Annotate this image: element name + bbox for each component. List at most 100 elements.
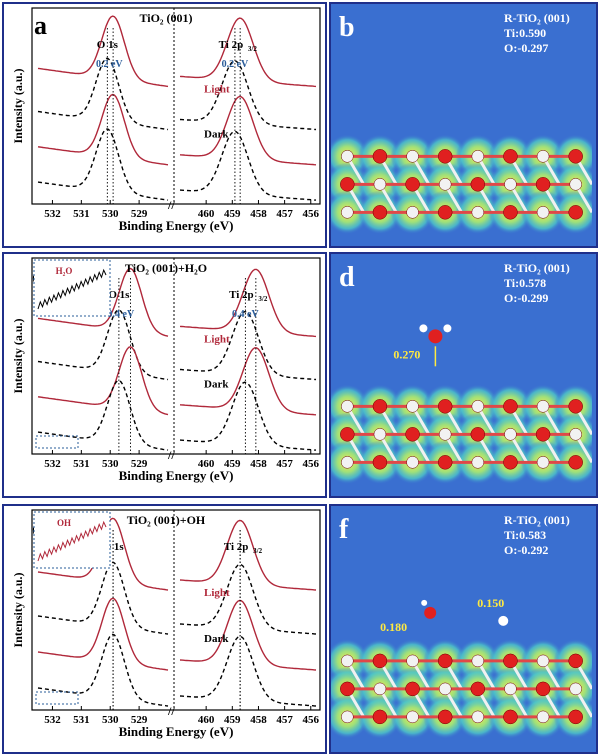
- dark-trace-o1s: [37, 379, 169, 451]
- ti-atom: [569, 682, 582, 696]
- o-atom: [372, 149, 388, 164]
- shift-label-ti2p: 0.4 eV: [232, 309, 259, 320]
- x-tick-label: 529: [131, 714, 148, 726]
- dark-label: Dark: [204, 633, 229, 645]
- ti-atom: [536, 654, 550, 668]
- water-hydrogen: [419, 324, 428, 333]
- axis-break-mark: //: [167, 198, 175, 212]
- x-tick-label: 529: [131, 458, 148, 470]
- inset-trace: [37, 268, 107, 310]
- ti-atom: [406, 400, 419, 413]
- ti-atom: [504, 682, 517, 696]
- x-tick-label: 458: [250, 208, 267, 220]
- o-atom: [470, 177, 486, 192]
- charge-transfer-label: 0.270: [393, 347, 420, 361]
- x-tick-label: 456: [303, 208, 320, 220]
- xps-panel-e: // 532 531 530 529 460 459 458 457 456 Binding Ene…: [2, 504, 327, 754]
- o-atom: [568, 455, 583, 470]
- x-tick-label: 457: [276, 714, 293, 726]
- o-atom: [470, 681, 486, 697]
- structure-name: R-TiO₂ (001): [504, 261, 570, 275]
- o-atom: [535, 427, 551, 442]
- dark-trace-o1s: [37, 309, 169, 381]
- ti2p-subscript: 3/2: [248, 45, 257, 53]
- ti-atom: [373, 428, 387, 441]
- x-tick-label: 456: [303, 458, 320, 470]
- ti-atom: [406, 150, 419, 163]
- ti-atom: [536, 400, 550, 413]
- lattice: [331, 134, 592, 235]
- inset-region-marker: [35, 435, 79, 449]
- ti-atom: [341, 400, 354, 413]
- ti-atom: [536, 456, 550, 469]
- o-atom: [372, 653, 388, 669]
- oh-hydrogen: [421, 599, 428, 606]
- x-tick-label: 531: [73, 208, 90, 220]
- o-atom: [503, 399, 518, 414]
- x-tick-label: 531: [73, 458, 90, 470]
- oh-oxygen: [424, 606, 437, 619]
- x-tick-label: 530: [102, 458, 119, 470]
- ti-atom: [373, 178, 387, 191]
- o-atom: [568, 205, 583, 220]
- ti-atom: [406, 456, 419, 469]
- light-trace-ti2p: [179, 17, 317, 88]
- o-atom: [503, 205, 518, 220]
- o-atom: [437, 149, 453, 164]
- light-label: Light: [204, 587, 230, 599]
- x-axis-label: Binding Energy (eV): [119, 724, 234, 739]
- light-label: Light: [204, 333, 230, 345]
- o-atom: [470, 427, 486, 442]
- ti-atom: [471, 150, 485, 163]
- x-tick-label: 459: [224, 714, 241, 726]
- x-tick-label: 460: [198, 458, 215, 470]
- ti-atom: [438, 428, 452, 441]
- chart-title: TiO₂ (001): [139, 11, 192, 25]
- chart-title: TiO₂ (001)+OH: [127, 513, 206, 527]
- x-tick-label: 459: [224, 208, 241, 220]
- y-axis-label: Intensity (a.u.): [11, 318, 25, 393]
- dark-trace-ti2p: [179, 563, 317, 635]
- light-label: Light: [204, 83, 230, 95]
- shift-label-ti2p: 0.2 eV: [222, 59, 249, 70]
- o-atom: [568, 399, 583, 414]
- o-atom: [568, 709, 583, 725]
- hydrogen-atom: [498, 615, 509, 626]
- ti-atom: [471, 400, 485, 413]
- panel-label: a: [34, 11, 47, 40]
- o-atom: [372, 399, 388, 414]
- inset-label: H₂O: [56, 266, 73, 276]
- ti-atom: [536, 150, 550, 163]
- o-atom: [437, 205, 453, 220]
- charge-transfer-label: 0.150: [477, 596, 504, 610]
- ti-atom: [569, 428, 582, 441]
- x-tick-label: 460: [198, 208, 215, 220]
- o-atom: [568, 149, 583, 164]
- ti-atom: [504, 428, 517, 441]
- o-atom: [340, 177, 355, 192]
- ti-atom: [341, 206, 354, 219]
- o-atom: [372, 455, 388, 470]
- light-trace-o1s: [37, 597, 169, 671]
- dark-label: Dark: [204, 378, 229, 390]
- ti-atom: [471, 456, 485, 469]
- o-atom: [503, 149, 518, 164]
- ti-atom: [536, 710, 550, 724]
- xps-panel-a: // 532 531 530 529 460 459 458 457 456 Binding Ene…: [2, 2, 327, 248]
- x-tick-label: 532: [44, 714, 61, 726]
- ti-atom: [406, 206, 419, 219]
- x-tick-label: 457: [276, 208, 293, 220]
- ti-atom: [536, 206, 550, 219]
- o-charge: O:-0.299: [504, 291, 548, 305]
- dark-trace-ti2p: [179, 310, 317, 381]
- x-tick-label: 532: [44, 208, 61, 220]
- x-axis-label: Binding Energy (eV): [119, 218, 234, 233]
- o1s-label: O 1s: [108, 289, 130, 301]
- panel-label: b: [339, 12, 355, 43]
- inset-box: [33, 511, 111, 569]
- o-atom: [437, 653, 453, 669]
- shift-label-o1s: 0.4 eV: [108, 309, 135, 320]
- x-tick-label: 530: [102, 208, 119, 220]
- structure-name: R-TiO₂ (001): [504, 11, 570, 25]
